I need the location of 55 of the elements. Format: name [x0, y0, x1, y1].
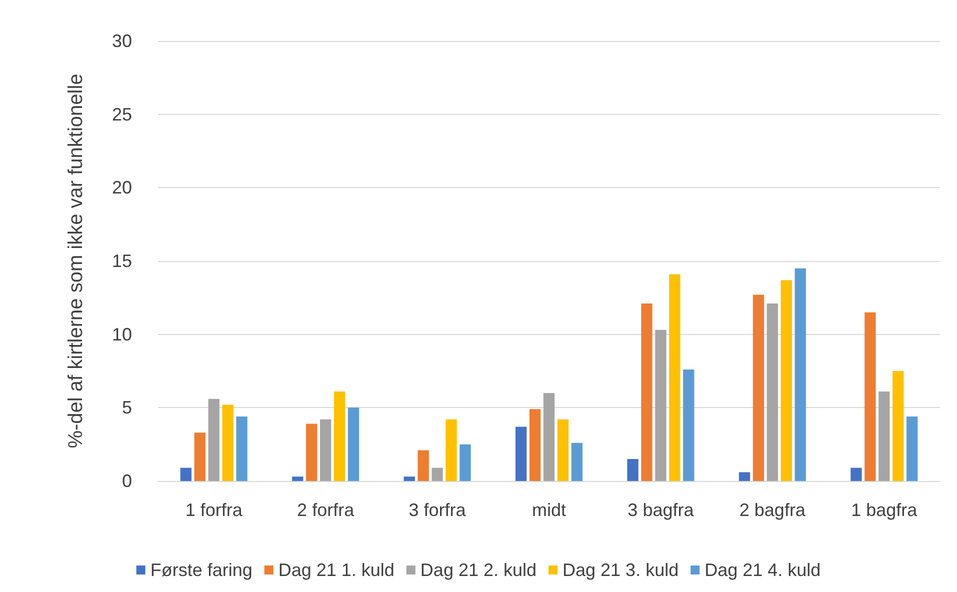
bar	[222, 404, 234, 481]
y-tick-label: 0	[122, 471, 132, 491]
bar	[627, 459, 638, 481]
bar	[738, 472, 750, 481]
x-tick-label: midt	[532, 500, 566, 520]
bar	[404, 476, 415, 481]
bar	[571, 442, 583, 481]
legend-label: Dag 21 4. kuld	[704, 560, 821, 580]
y-tick-label: 30	[112, 31, 132, 51]
x-tick-label: 3 forfra	[408, 500, 467, 520]
bar	[180, 468, 192, 481]
bar	[320, 419, 332, 481]
bar	[878, 392, 890, 481]
legend-label: Dag 21 3. kuld	[562, 560, 679, 580]
bar	[683, 370, 694, 481]
x-tick-label: 1 forfra	[185, 500, 244, 520]
bar	[515, 426, 527, 481]
bar	[236, 416, 248, 481]
y-tick-label: 10	[112, 324, 132, 344]
bar	[780, 280, 792, 481]
bar	[432, 468, 443, 481]
x-tick-label: 2 bagfra	[739, 500, 806, 520]
y-tick-label: 5	[122, 398, 132, 418]
bar	[306, 424, 318, 481]
legend-label: Dag 21 2. kuld	[420, 560, 537, 580]
bar	[850, 468, 862, 481]
x-tick-label: 3 bagfra	[628, 500, 695, 520]
bar	[655, 330, 666, 481]
bar	[641, 304, 652, 481]
bar	[529, 409, 541, 481]
bar	[669, 274, 680, 481]
bar	[794, 268, 806, 481]
x-tick-label: 2 forfra	[297, 500, 356, 520]
bar	[334, 392, 346, 481]
y-axis-title: %-del af kirtlerne som ikke var funktionelle	[65, 74, 87, 448]
bar	[752, 294, 764, 481]
y-tick-label: 20	[112, 178, 132, 198]
bar	[766, 304, 778, 481]
bar	[906, 416, 918, 481]
bar	[418, 450, 429, 481]
legend-label: Dag 21 1. kuld	[278, 560, 394, 580]
bar	[348, 408, 360, 481]
bar	[543, 393, 555, 481]
bar	[892, 371, 904, 481]
x-tick-label: 1 bagfra	[851, 500, 918, 520]
bar	[557, 419, 569, 481]
bar	[292, 476, 304, 481]
bar	[194, 432, 206, 481]
bar	[208, 398, 220, 481]
y-tick-label: 15	[112, 251, 132, 271]
bar	[864, 312, 876, 481]
bar	[446, 419, 457, 481]
bar	[460, 444, 471, 481]
y-tick-label: 25	[112, 104, 132, 124]
legend-label: Første faring	[150, 560, 252, 580]
